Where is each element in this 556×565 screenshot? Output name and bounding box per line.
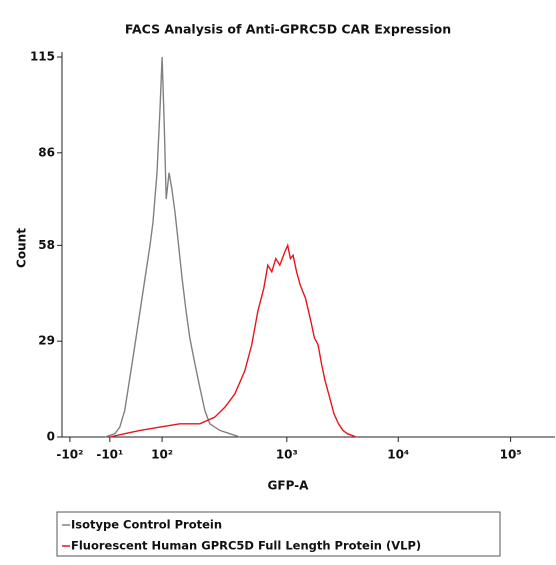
x-tick-label: 10² xyxy=(151,448,173,462)
y-tick-label: 115 xyxy=(30,50,55,64)
y-tick-label: 0 xyxy=(47,430,55,444)
histogram-line xyxy=(104,56,241,438)
legend-label: Isotype Control Protein xyxy=(71,518,222,532)
y-tick-label: 29 xyxy=(38,334,55,348)
histogram-line xyxy=(109,242,357,438)
legend-label: Fluorescent Human GPRC5D Full Length Pro… xyxy=(71,539,421,553)
x-tick-label: 10³ xyxy=(276,448,298,462)
chart-title: FACS Analysis of Anti-GPRC5D CAR Express… xyxy=(125,22,451,37)
legend-box xyxy=(56,511,501,557)
x-tick-label: 10⁴ xyxy=(387,448,409,462)
x-tick-label: -10² xyxy=(56,448,83,462)
y-tick-label: 86 xyxy=(38,145,55,159)
x-tick-label: 10⁵ xyxy=(500,448,522,462)
x-axis-label: GFP-A xyxy=(268,479,310,493)
x-tick-label: -10¹ xyxy=(96,448,123,462)
y-axis-label: Count xyxy=(15,228,29,268)
y-tick-label: 58 xyxy=(38,238,55,252)
